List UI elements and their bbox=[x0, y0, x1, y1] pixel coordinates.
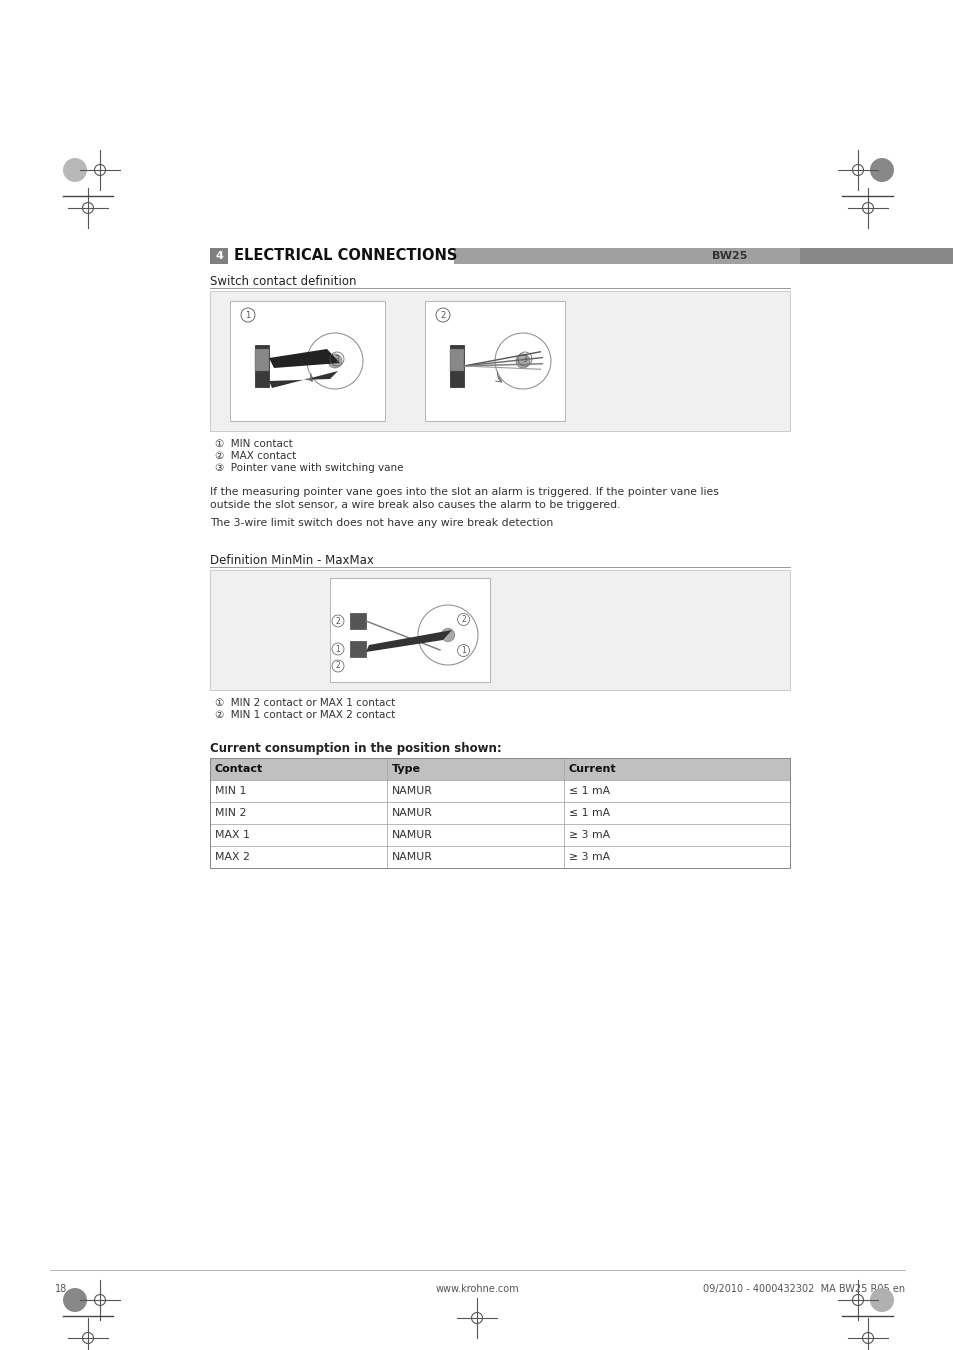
Text: Type: Type bbox=[392, 764, 420, 774]
Text: 4: 4 bbox=[214, 251, 223, 261]
Bar bbox=[210, 780, 789, 802]
Text: ①  MIN contact: ① MIN contact bbox=[214, 439, 293, 450]
Text: 2: 2 bbox=[335, 617, 340, 625]
Circle shape bbox=[63, 158, 87, 182]
Circle shape bbox=[869, 158, 893, 182]
Text: 1: 1 bbox=[460, 647, 465, 655]
Bar bbox=[254, 350, 269, 371]
Bar bbox=[210, 757, 789, 780]
Text: 18: 18 bbox=[55, 1284, 67, 1295]
Text: NAMUR: NAMUR bbox=[392, 852, 433, 863]
Bar bbox=[254, 346, 269, 387]
Text: 3: 3 bbox=[335, 355, 339, 363]
Bar bbox=[210, 802, 789, 824]
Text: MAX 2: MAX 2 bbox=[214, 852, 250, 863]
Text: Current: Current bbox=[568, 764, 616, 774]
Text: MIN 1: MIN 1 bbox=[214, 786, 246, 796]
Text: ①  MIN 2 contact or MAX 1 contact: ① MIN 2 contact or MAX 1 contact bbox=[214, 698, 395, 707]
Text: ELECTRICAL CONNECTIONS: ELECTRICAL CONNECTIONS bbox=[233, 248, 456, 263]
Text: 1: 1 bbox=[245, 310, 251, 320]
Bar bbox=[210, 570, 789, 690]
Text: NAMUR: NAMUR bbox=[392, 830, 433, 840]
Text: 09/2010 - 4000432302  MA BW25 R05 en: 09/2010 - 4000432302 MA BW25 R05 en bbox=[702, 1284, 904, 1295]
Text: 2: 2 bbox=[460, 616, 465, 624]
Text: MAX 1: MAX 1 bbox=[214, 830, 250, 840]
Bar bbox=[210, 292, 789, 431]
Circle shape bbox=[516, 354, 530, 369]
Bar bbox=[230, 301, 385, 421]
Text: Definition MinMin - MaxMax: Definition MinMin - MaxMax bbox=[210, 554, 374, 567]
Bar bbox=[350, 641, 366, 657]
Text: NAMUR: NAMUR bbox=[392, 809, 433, 818]
Bar bbox=[210, 846, 789, 868]
Text: 1: 1 bbox=[335, 644, 340, 653]
Text: ≥ 3 mA: ≥ 3 mA bbox=[568, 852, 609, 863]
Bar bbox=[210, 248, 228, 265]
Text: 2: 2 bbox=[440, 310, 445, 320]
Text: ≤ 1 mA: ≤ 1 mA bbox=[568, 809, 609, 818]
Circle shape bbox=[63, 1288, 87, 1312]
Polygon shape bbox=[366, 630, 452, 652]
Circle shape bbox=[869, 1288, 893, 1312]
Text: www.krohne.com: www.krohne.com bbox=[435, 1284, 518, 1295]
Polygon shape bbox=[269, 371, 337, 387]
Polygon shape bbox=[269, 350, 339, 369]
Text: 2: 2 bbox=[335, 662, 340, 671]
Text: Switch contact definition: Switch contact definition bbox=[210, 275, 356, 288]
Text: ③  Pointer vane with switching vane: ③ Pointer vane with switching vane bbox=[214, 463, 403, 472]
Text: Contact: Contact bbox=[214, 764, 263, 774]
Bar bbox=[350, 613, 366, 629]
Text: 3: 3 bbox=[522, 355, 527, 363]
Text: ②  MIN 1 contact or MAX 2 contact: ② MIN 1 contact or MAX 2 contact bbox=[214, 710, 395, 720]
Circle shape bbox=[441, 628, 455, 641]
Bar bbox=[450, 346, 463, 387]
Bar bbox=[800, 248, 953, 265]
Bar bbox=[424, 301, 564, 421]
Text: ②  MAX contact: ② MAX contact bbox=[214, 451, 296, 460]
Text: Current consumption in the position shown:: Current consumption in the position show… bbox=[210, 743, 501, 755]
Bar bbox=[330, 578, 490, 682]
Bar bbox=[210, 824, 789, 846]
Text: BW25: BW25 bbox=[712, 251, 747, 261]
Text: NAMUR: NAMUR bbox=[392, 786, 433, 796]
Bar bbox=[454, 248, 800, 265]
Text: ≥ 3 mA: ≥ 3 mA bbox=[568, 830, 609, 840]
Text: If the measuring pointer vane goes into the slot an alarm is triggered. If the p: If the measuring pointer vane goes into … bbox=[210, 487, 719, 497]
Bar bbox=[210, 757, 789, 868]
Text: outside the slot sensor, a wire break also causes the alarm to be triggered.: outside the slot sensor, a wire break al… bbox=[210, 500, 619, 510]
Text: MIN 2: MIN 2 bbox=[214, 809, 246, 818]
Text: ≤ 1 mA: ≤ 1 mA bbox=[568, 786, 609, 796]
Text: The 3-wire limit switch does not have any wire break detection: The 3-wire limit switch does not have an… bbox=[210, 518, 553, 528]
Circle shape bbox=[328, 354, 341, 369]
Bar bbox=[450, 350, 463, 371]
